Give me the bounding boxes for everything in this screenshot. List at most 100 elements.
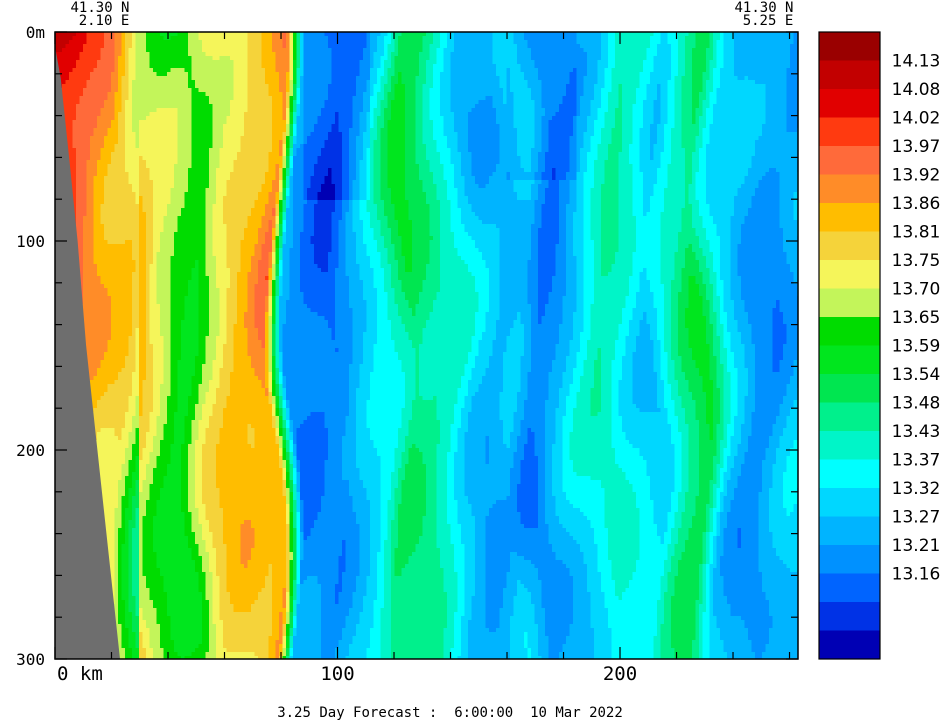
field-cell xyxy=(667,100,676,105)
field-cell xyxy=(737,188,756,193)
field-cell xyxy=(282,180,287,185)
field-cell xyxy=(352,188,361,193)
field-cell xyxy=(702,80,707,85)
field-cell xyxy=(734,300,746,305)
field-cell xyxy=(569,200,578,205)
field-cell xyxy=(454,244,476,249)
field-cell xyxy=(300,48,305,53)
field-cell xyxy=(772,340,788,345)
field-cell xyxy=(440,280,476,285)
field-cell xyxy=(321,184,336,189)
field-cell xyxy=(335,208,343,213)
field-cell xyxy=(531,344,557,349)
field-cell xyxy=(478,348,494,353)
field-cell xyxy=(394,256,406,261)
field-cell xyxy=(275,344,280,349)
field-cell xyxy=(261,252,270,257)
field-cell xyxy=(387,296,396,301)
field-cell xyxy=(702,216,714,221)
field-cell xyxy=(76,208,88,213)
field-cell xyxy=(751,160,798,165)
field-cell xyxy=(286,204,291,209)
field-cell xyxy=(713,324,718,329)
field-cell xyxy=(139,164,147,169)
field-cell xyxy=(170,312,186,317)
field-cell xyxy=(247,84,270,89)
field-cell xyxy=(660,112,669,117)
field-cell xyxy=(688,300,704,305)
field-cell xyxy=(391,100,406,105)
field-cell xyxy=(457,252,483,257)
field-cell xyxy=(314,216,333,221)
field-cell xyxy=(664,300,672,305)
field-cell xyxy=(702,108,707,113)
field-cell xyxy=(275,308,280,313)
field-cell xyxy=(160,236,175,241)
field-cell xyxy=(660,272,676,277)
field-cell xyxy=(454,44,494,49)
field-cell xyxy=(366,44,371,49)
field-cell xyxy=(513,104,536,109)
field-cell xyxy=(387,140,406,145)
field-cell xyxy=(741,296,798,301)
field-cell xyxy=(772,328,788,333)
field-cell xyxy=(384,200,392,205)
field-cell xyxy=(709,212,735,217)
field-cell xyxy=(555,176,567,181)
field-cell xyxy=(191,152,210,157)
field-cell xyxy=(377,336,392,341)
field-cell xyxy=(632,188,644,193)
field-cell xyxy=(279,208,284,213)
field-cell xyxy=(149,56,193,61)
field-cell xyxy=(275,360,280,365)
field-cell xyxy=(618,216,637,221)
field-cell xyxy=(279,344,284,349)
field-cell xyxy=(653,348,662,353)
field-cell xyxy=(377,104,382,109)
field-cell xyxy=(695,252,704,257)
field-cell xyxy=(618,196,634,201)
field-cell xyxy=(107,168,126,173)
field-cell xyxy=(139,220,147,225)
field-cell xyxy=(671,148,686,153)
field-cell xyxy=(132,44,137,49)
field-cell xyxy=(793,272,798,277)
field-cell xyxy=(226,192,259,197)
field-cell xyxy=(317,264,329,269)
field-cell xyxy=(387,308,399,313)
field-cell xyxy=(660,344,665,349)
field-cell xyxy=(545,108,560,113)
field-cell xyxy=(751,336,774,341)
field-cell xyxy=(401,252,413,257)
field-cell xyxy=(639,128,651,133)
field-cell xyxy=(261,52,277,57)
field-cell xyxy=(373,140,382,145)
field-cell xyxy=(279,348,284,353)
field-cell xyxy=(111,80,119,85)
field-cell xyxy=(139,160,147,165)
field-cell xyxy=(429,232,441,237)
field-cell xyxy=(429,248,441,253)
field-cell xyxy=(576,104,581,109)
field-cell xyxy=(359,272,375,277)
field-cell xyxy=(174,248,207,253)
field-cell xyxy=(699,104,704,109)
field-cell xyxy=(545,160,571,165)
field-cell xyxy=(160,240,175,245)
field-cell xyxy=(601,136,613,141)
field-cell xyxy=(433,176,445,181)
field-cell xyxy=(114,100,123,105)
field-cell xyxy=(611,72,641,77)
field-cell xyxy=(212,252,228,257)
field-cell xyxy=(387,128,406,133)
field-cell xyxy=(429,160,441,165)
field-cell xyxy=(748,168,770,173)
field-cell xyxy=(132,36,137,41)
field-cell xyxy=(741,236,784,241)
field-cell xyxy=(538,260,557,265)
field-cell xyxy=(594,288,630,293)
field-cell xyxy=(622,92,637,97)
field-cell xyxy=(268,356,273,361)
field-cell xyxy=(716,100,767,105)
field-cell xyxy=(727,352,735,357)
